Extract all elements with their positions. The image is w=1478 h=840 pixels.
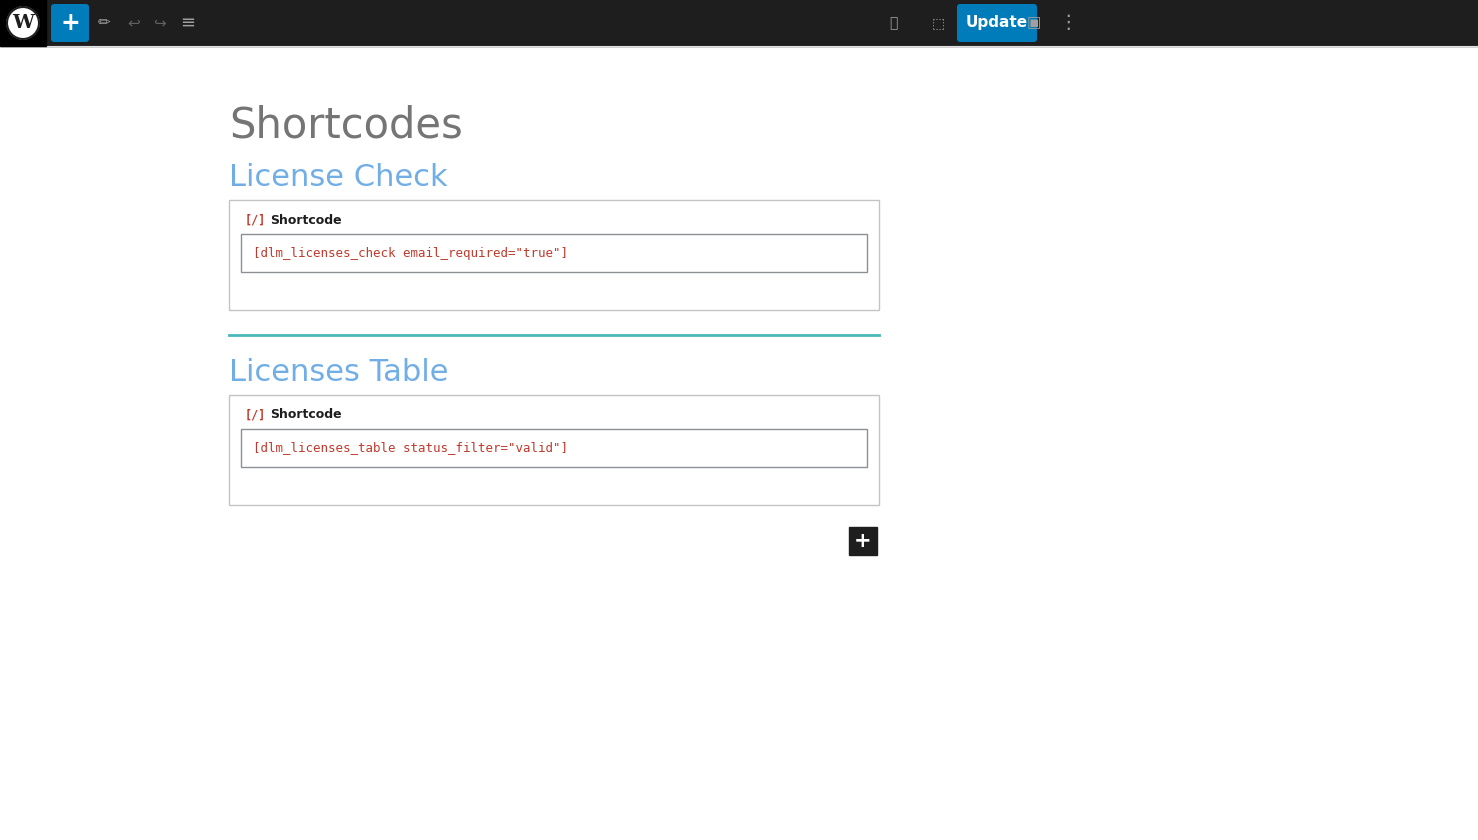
Bar <box>229 200 879 310</box>
Bar <box>848 527 876 555</box>
Text: [/]: [/] <box>245 213 266 227</box>
Text: +: + <box>854 531 872 551</box>
FancyBboxPatch shape <box>52 4 89 42</box>
Text: ⋮: ⋮ <box>1058 13 1077 33</box>
Text: +: + <box>61 11 80 35</box>
Text: 🖥: 🖥 <box>888 16 897 30</box>
Bar <box>0 0 1478 46</box>
Text: ⬚: ⬚ <box>931 16 944 30</box>
Text: [dlm_licenses_check email_required="true"]: [dlm_licenses_check email_required="true… <box>253 246 568 260</box>
Text: [dlm_licenses_table status_filter="valid"]: [dlm_licenses_table status_filter="valid… <box>253 442 568 454</box>
Text: ≡: ≡ <box>180 14 195 32</box>
Text: License Check: License Check <box>229 163 448 192</box>
Text: Licenses Table: Licenses Table <box>229 358 448 387</box>
Text: Shortcode: Shortcode <box>270 408 341 422</box>
Text: ▣: ▣ <box>1027 15 1041 30</box>
Text: Update: Update <box>967 15 1029 30</box>
Text: Shortcodes: Shortcodes <box>229 105 463 147</box>
Text: ↪: ↪ <box>154 15 167 30</box>
Text: ↩: ↩ <box>127 15 140 30</box>
Circle shape <box>7 7 38 39</box>
Bar <box>241 234 868 272</box>
Text: ✏: ✏ <box>98 15 111 30</box>
FancyBboxPatch shape <box>956 4 1038 42</box>
Bar <box>0 0 46 46</box>
Text: W: W <box>12 14 34 32</box>
Text: [/]: [/] <box>245 408 266 422</box>
Bar <box>229 395 879 505</box>
Bar <box>241 429 868 467</box>
Text: Shortcode: Shortcode <box>270 213 341 227</box>
